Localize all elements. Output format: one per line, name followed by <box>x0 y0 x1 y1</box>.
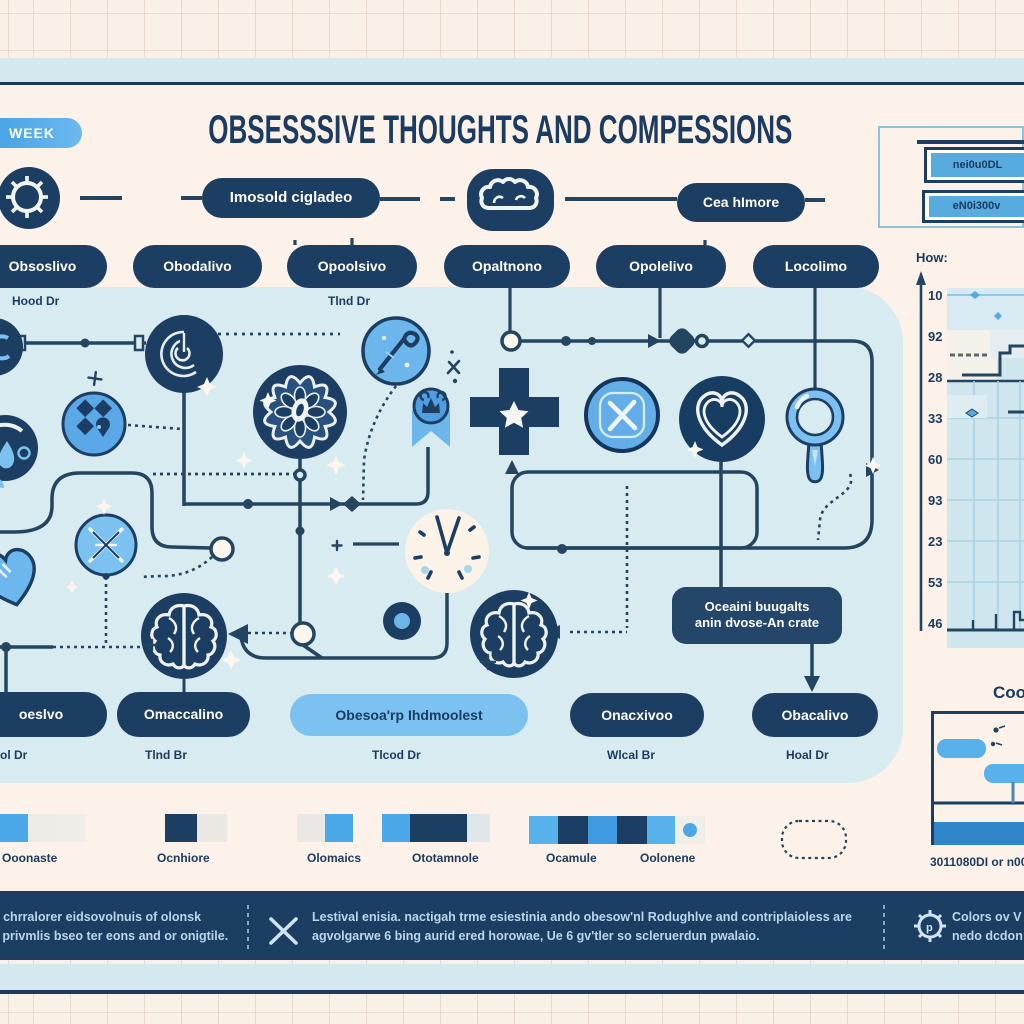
svg-text:p: p <box>926 922 933 934</box>
